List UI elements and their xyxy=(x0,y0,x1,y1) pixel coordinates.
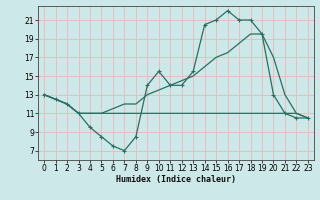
X-axis label: Humidex (Indice chaleur): Humidex (Indice chaleur) xyxy=(116,175,236,184)
